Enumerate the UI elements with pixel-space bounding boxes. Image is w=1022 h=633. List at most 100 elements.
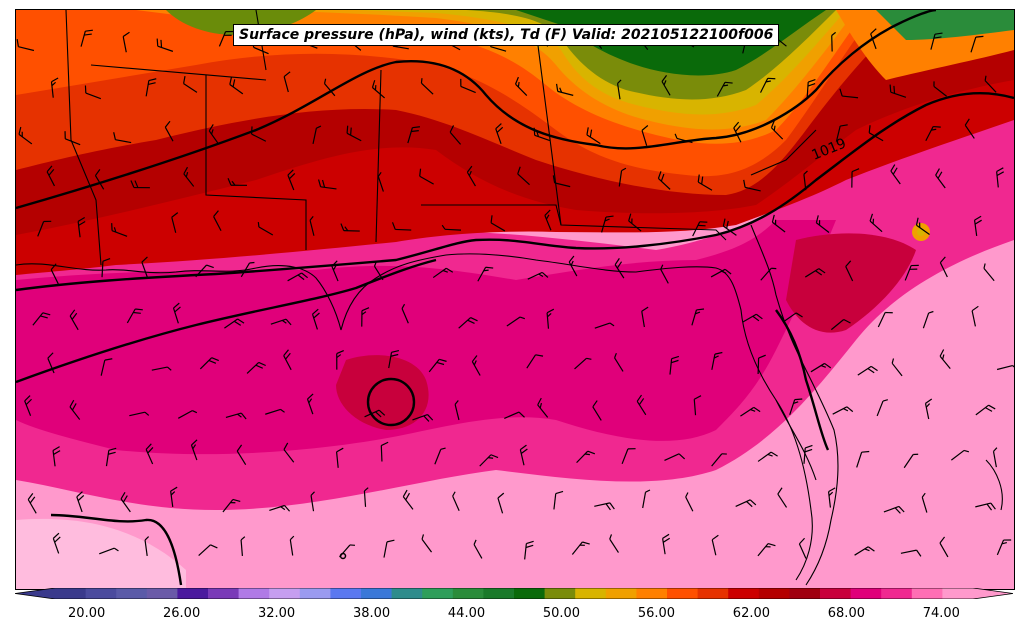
wind-barb-icon (190, 439, 198, 461)
wind-barb-icon (208, 124, 219, 145)
wind-barb-icon (519, 444, 528, 466)
wind-barb-icon (691, 308, 705, 326)
wind-barb-icon (84, 85, 102, 100)
wind-barb-icon (420, 78, 434, 95)
wind-barb-icon (46, 165, 56, 187)
wind-barb-icon (419, 168, 434, 185)
wind-barb-icon (340, 223, 360, 232)
wind-barb-icon (803, 444, 813, 464)
wind-barb-icon (454, 400, 460, 421)
wind-barb-icon (452, 491, 460, 511)
wind-barb-icon (129, 411, 150, 417)
colorbar-cell (514, 588, 546, 599)
wind-barb-icon (760, 267, 777, 281)
wind-barb-icon (130, 180, 150, 189)
colorbar-cell (177, 588, 209, 599)
wind-barb-icon (661, 75, 671, 96)
wind-barb-icon (105, 447, 117, 467)
wind-barb-icon (992, 447, 998, 468)
wind-barb-icon (933, 81, 947, 97)
colorbar-tick-label: 62.00 (732, 606, 771, 621)
wind-barb-icon (806, 78, 816, 99)
wind-barb-icon (373, 261, 384, 281)
colorbar (15, 588, 1013, 599)
wind-barb-icon (497, 492, 505, 514)
colorbar-cell (238, 588, 270, 599)
wind-barb-icon (126, 308, 143, 324)
wind-barb-icon (616, 79, 622, 100)
wind-barb-icon (555, 83, 574, 96)
wind-barb-icon (402, 489, 414, 510)
wind-barb-icon (782, 312, 803, 323)
wind-barb-icon (757, 354, 766, 375)
colorbar-cell (605, 588, 637, 599)
wind-barb-icon (594, 502, 615, 511)
wind-barb-icon (473, 539, 483, 559)
colorbar-cell (758, 588, 790, 599)
wind-barb-icon (856, 450, 870, 468)
wind-barb-icon (851, 168, 860, 188)
wind-barb-icon (80, 29, 93, 47)
wind-barb-icon (323, 78, 336, 97)
wind-barb-icon (839, 88, 859, 99)
wind-barb-icon (733, 121, 742, 143)
colorbar-min-extend (15, 588, 55, 599)
wind-barb-icon (490, 215, 506, 232)
wind-barb-icon (177, 410, 198, 419)
wind-barb-icon (236, 444, 247, 466)
wind-barb-icon (287, 272, 308, 282)
colorbar-cell (85, 588, 117, 599)
wind-barb-icon (225, 412, 247, 420)
wind-barb-icon (113, 132, 132, 144)
wind-barb-icon (164, 120, 174, 142)
wind-barb-icon (900, 549, 922, 557)
wind-barb-icon (371, 80, 386, 99)
wind-barb-icon (722, 218, 737, 236)
colorbar-cell (361, 588, 393, 599)
colorbar-tick-label: 32.00 (257, 606, 296, 621)
wind-barb-icon (145, 78, 157, 97)
wind-barb-icon (586, 127, 601, 145)
wind-barb-icon (388, 349, 400, 369)
wind-barb-icon (628, 213, 642, 232)
wind-barb-icon (697, 174, 713, 191)
wind-barb-icon (669, 355, 680, 375)
wind-barb-icon (270, 318, 292, 326)
wind-barb-icon (662, 533, 671, 555)
map-panel: 1019 Surface pressure (hPa), wind (kts),… (15, 9, 1015, 590)
wind-barb-icon (546, 308, 555, 329)
wind-barb-icon (526, 354, 544, 369)
wind-barb-icon (939, 256, 948, 278)
wind-barb-icon (364, 409, 386, 418)
wind-barb-icon (883, 505, 905, 514)
wind-barb-icon (309, 215, 315, 236)
wind-barb-icon (449, 125, 462, 145)
wind-barb-icon (64, 131, 81, 146)
colorbar-cell (330, 588, 362, 599)
wind-barb-icon (122, 31, 130, 53)
wind-barb-icon (996, 364, 1014, 371)
wind-barb-icon (743, 179, 761, 192)
wind-barb-icon (240, 536, 246, 556)
wind-barb-icon (101, 258, 111, 278)
wind-barb-icon (222, 498, 241, 513)
colorbar-cell (911, 588, 943, 599)
wind-barb-icon (504, 411, 525, 419)
wind-barb-icon (183, 75, 198, 93)
wind-barb-icon (227, 177, 247, 186)
colorbar-cell (942, 588, 974, 599)
wind-barb-icon (877, 311, 893, 328)
colorbar-cell (55, 588, 87, 599)
wind-barb-icon (711, 351, 723, 370)
wind-barb-icon (835, 124, 848, 142)
wind-barb-icon (904, 264, 919, 281)
wind-barb-icon (141, 256, 148, 278)
wind-barb-icon (514, 76, 528, 96)
colorbar-cell (116, 588, 148, 599)
wind-barb-icon (740, 406, 761, 417)
wind-barb-icon (213, 210, 222, 232)
wind-barb-icon (407, 126, 420, 144)
wind-barb-icon (789, 398, 803, 416)
wind-barb-icon (975, 502, 996, 511)
wind-barb-icon (594, 322, 615, 329)
